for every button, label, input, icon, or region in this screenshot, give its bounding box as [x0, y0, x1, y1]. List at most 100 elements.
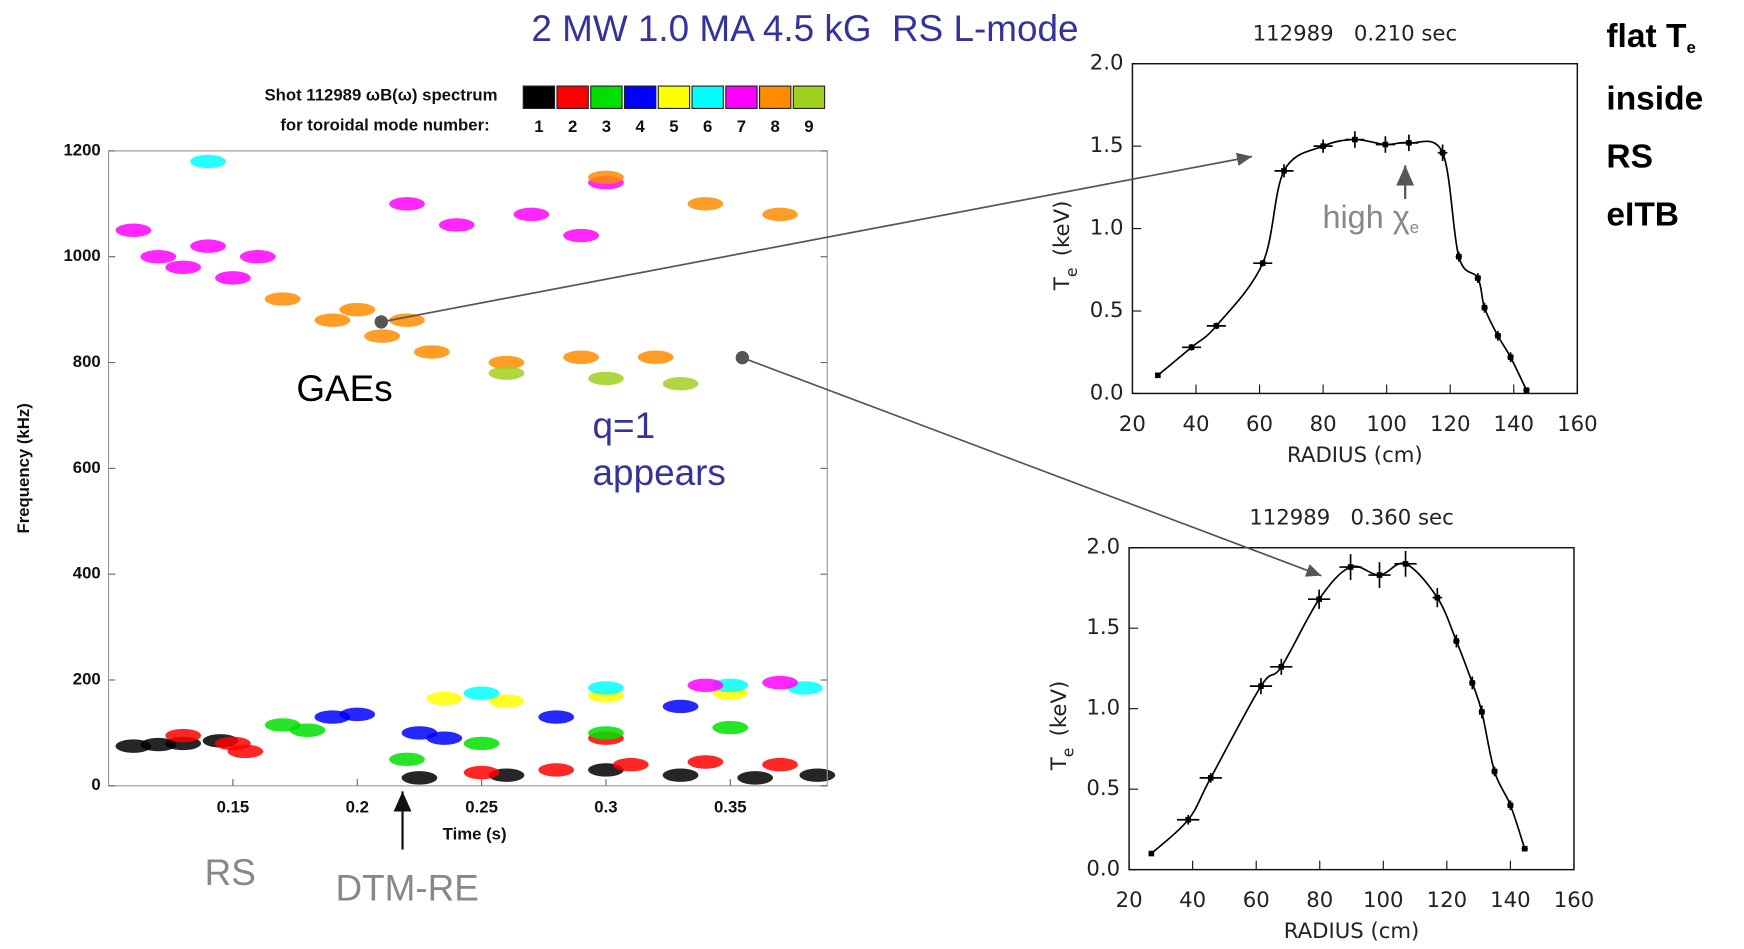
profile-chart-2: 112989 0.360 sec 20 40 60 80 100 120 140 160 0.0 0…: [1047, 506, 1594, 945]
spectral-blob: [488, 366, 525, 380]
y-tick-label: 1.0: [1086, 696, 1120, 721]
spectral-blob: [339, 707, 376, 722]
x-tick-label: 120: [1427, 888, 1468, 913]
spectral-blob: [264, 292, 301, 306]
legend-label: 3: [602, 117, 611, 136]
spectral-blob: [712, 720, 749, 735]
data-point: [1347, 564, 1354, 570]
legend-label: 8: [771, 117, 780, 136]
profile-chart-1: 112989 0.210 sec 20 40 60 80 100 120 140 160 0.0 0…: [1050, 22, 1597, 468]
data-point: [1148, 850, 1155, 857]
spectral-blob: [588, 371, 624, 386]
data-point: [1481, 304, 1488, 311]
y-tick-label: 400: [73, 564, 101, 583]
y-axis-label-main: T: [1050, 276, 1075, 291]
x-tick-label: 40: [1182, 412, 1209, 437]
x-tick-label: 40: [1179, 888, 1206, 913]
spectral-blob: [737, 771, 774, 785]
data-point: [1320, 143, 1326, 149]
plot-frame: [1128, 546, 1575, 871]
legend-swatch: [522, 85, 556, 109]
data-point: [1507, 354, 1514, 360]
y-tick-label: 0.5: [1086, 776, 1120, 801]
spectral-blob: [463, 736, 500, 751]
spectral-blob: [762, 207, 798, 222]
data-point: [1453, 638, 1460, 644]
data-point: [1382, 141, 1389, 148]
data-point: [1376, 572, 1383, 578]
spectral-blob: [799, 768, 836, 782]
annotations: 2 MW 1.0 MA 4.5 kG RS L-mode flat Te ins…: [205, 8, 1704, 909]
spectral-blob: [563, 350, 599, 364]
y-axis-label: Frequency (kHz): [14, 403, 33, 533]
y-tick-label: 1.0: [1090, 216, 1124, 241]
chart-title: 112989 0.360 sec: [1249, 506, 1454, 531]
data-point: [1469, 680, 1476, 686]
note: high χe: [1322, 199, 1419, 238]
data-point: [1213, 323, 1220, 329]
y-axis-label-main: T: [1047, 756, 1072, 771]
note: DTM-RE: [335, 868, 478, 909]
y-axis-label: Te (keV): [1050, 201, 1080, 291]
y-tick-label: 2.0: [1086, 535, 1120, 560]
spectral-blob: [190, 239, 226, 253]
legend-swatch: [758, 85, 792, 109]
x-tick-label: 20: [1119, 412, 1146, 437]
spectral-blob: [389, 197, 425, 211]
legend-swatch: [657, 85, 691, 109]
spectral-blob: [413, 345, 450, 359]
data-point: [1278, 664, 1285, 670]
spectral-blob: [438, 218, 475, 232]
note: q=1: [593, 405, 656, 446]
x-tick-label: 60: [1243, 888, 1270, 913]
data-point: [1434, 594, 1441, 601]
note: flat Te: [1606, 18, 1695, 58]
spectral-blob: [588, 726, 624, 740]
y-axis-label-sub: e: [1058, 748, 1077, 758]
data-point: [1406, 140, 1412, 146]
data-point: [1259, 260, 1266, 267]
data-point: [1352, 136, 1358, 143]
chart-subtitle: for toroidal mode number:: [280, 116, 489, 135]
spectral-blob: [339, 302, 376, 317]
y-tick-label: 0: [91, 775, 100, 794]
note: RS: [205, 852, 256, 893]
x-tick-label: 100: [1366, 412, 1407, 437]
spectral-blob: [687, 197, 724, 211]
spectral-blob: [463, 686, 500, 700]
spectral-blob: [115, 223, 152, 237]
x-tick-label: 80: [1310, 412, 1337, 437]
spectral-blob: [563, 228, 599, 243]
x-tick-label: 100: [1363, 888, 1404, 913]
spectral-blob: [389, 752, 425, 767]
legend-label: 2: [568, 117, 577, 136]
spectral-blob: [687, 755, 724, 769]
spectral-blob: [389, 313, 425, 327]
legend-swatch: [691, 85, 724, 109]
y-tick-label: 1200: [63, 140, 100, 159]
x-tick-label: 0.25: [465, 798, 498, 817]
data-point: [1507, 802, 1514, 809]
spectral-blob: [227, 744, 264, 759]
spectral-blob: [426, 691, 463, 706]
x-tick-label: 0.3: [594, 798, 617, 817]
x-tick-label: 0.35: [714, 798, 747, 817]
data-point: [1188, 344, 1195, 351]
data-point: [1523, 387, 1530, 393]
spectral-blob: [687, 678, 724, 692]
data-point: [1521, 845, 1528, 852]
x-axis-label: Time (s): [443, 824, 507, 843]
arrow: [381, 152, 1253, 323]
arrow-dot: [374, 315, 388, 329]
y-axis-label: Te (keV): [1047, 681, 1077, 771]
y-tick-label: 1.5: [1086, 615, 1120, 640]
legend-label: 1: [534, 117, 543, 136]
x-tick-label: 20: [1116, 888, 1143, 913]
spectral-blob: [662, 699, 699, 714]
spectral-blob: [712, 678, 749, 692]
spectral-blob: [165, 728, 202, 743]
spectral-blob: [140, 250, 177, 264]
y-tick-label: 200: [73, 669, 101, 688]
x-tick-label: 160: [1557, 412, 1598, 437]
note-text: flat T: [1606, 18, 1687, 55]
